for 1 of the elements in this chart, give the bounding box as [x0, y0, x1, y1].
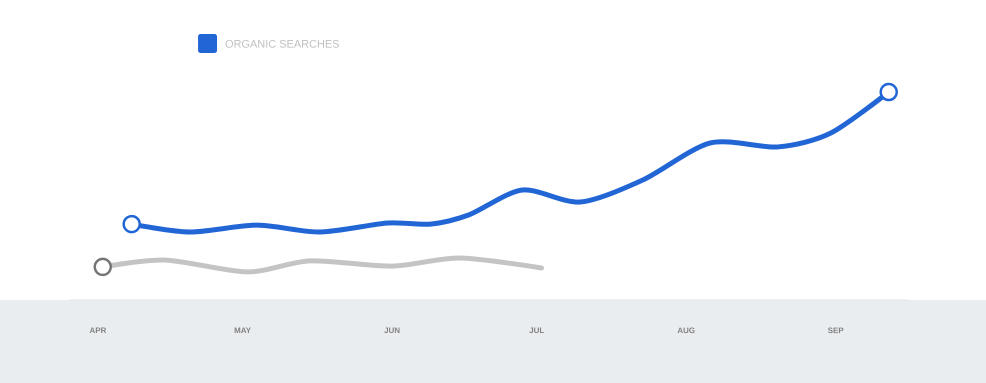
legend-label: ORGANIC SEARCHES: [226, 40, 339, 48]
